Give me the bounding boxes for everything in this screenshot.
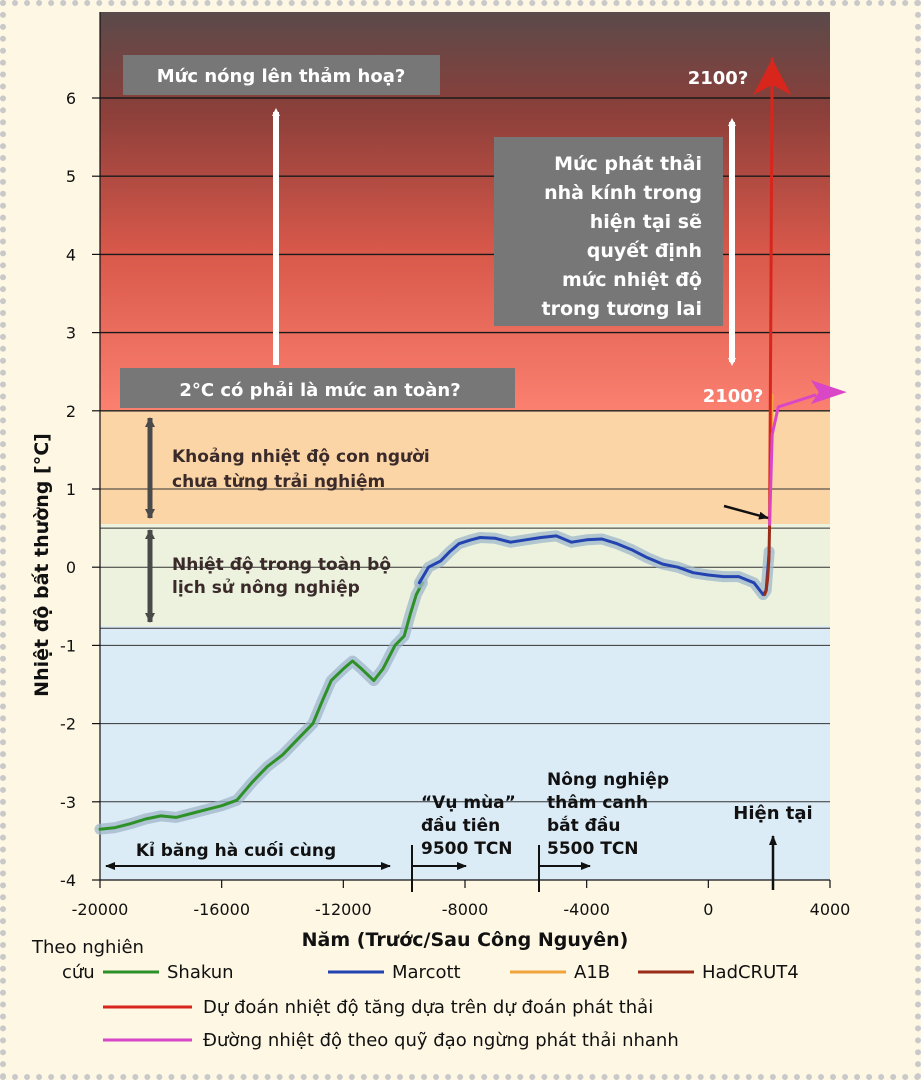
series-line-0 (98, 581, 424, 831)
intensive-text-line: bắt đầu (547, 815, 620, 836)
x-tick-label: -4000 (563, 900, 610, 919)
agri-text-line: lịch sử nông nghiệp (172, 578, 360, 598)
emissions-text: Mức phát thải nhà kính trong hiện tại sẽ qu… (542, 153, 703, 320)
x-tick-label: 4000 (810, 900, 851, 919)
agri-text-line: Nhiệt độ trong toàn bộ (172, 555, 391, 575)
year-2100-bottom: 2100? (703, 386, 764, 407)
ice-age-label: Kỉ băng hà cuối cùng (136, 840, 336, 861)
y-tick-label: -4 (60, 871, 76, 890)
never-experienced-label: Khoảng nhiệt độ con người chưa từng trải … (172, 447, 430, 492)
series-line-4 (768, 57, 774, 522)
rapid-stop-arrowhead (810, 380, 847, 405)
intensive-agri-label: Nông nghiệp thâm canh bắt đầu 5500 TCN (547, 770, 669, 859)
emissions-box (494, 137, 723, 326)
y-tick-label: 3 (66, 324, 76, 343)
agri-history-label: Nhiệt độ trong toàn bộ lịch sử nông nghiệ… (172, 555, 391, 598)
y-tick-label: 1 (66, 480, 76, 499)
legend: Theo nghiên cứu Shakun Marcott A1B HadCRUT4 Dự… (31, 937, 799, 1051)
y-axis-title: Nhiệt độ bất thường [°C] (30, 433, 53, 697)
y-tick-label: 6 (66, 89, 76, 108)
y-tick-label: 2 (66, 402, 76, 421)
first-harvest-label: “Vụ mùa” đầu tiên 9500 TCN (421, 793, 516, 859)
emissions-text-line: Mức phát thải (554, 153, 702, 175)
emissions-text-line: trong tương lai (542, 298, 703, 320)
emissions-text-line: hiện tại sẽ (590, 211, 702, 233)
intensive-text-line: thâm canh (547, 793, 648, 813)
emissions-text-line: nhà kính trong (544, 182, 702, 204)
series-line-1 (417, 534, 771, 597)
projection-arrowhead (753, 58, 792, 95)
series-line-5 (768, 393, 817, 526)
legend-item-shakun: Shakun (167, 962, 234, 983)
x-tick-label: -20000 (72, 900, 129, 919)
x-tick-label: -12000 (315, 900, 372, 919)
legend-item-a1b: A1B (574, 962, 610, 983)
y-tick-label: 0 (66, 558, 76, 577)
present-label: Hiện tại (733, 803, 812, 824)
catastrophic-label-box (123, 55, 440, 95)
never-text-line: Khoảng nhiệt độ con người (172, 447, 430, 467)
legend-item-hadcrut4: HadCRUT4 (702, 962, 799, 983)
x-axis-title: Năm (Trước/Sau Công Nguyên) (302, 929, 629, 951)
harvest-text-line: đầu tiên (421, 815, 500, 836)
y-tick-label: -1 (60, 636, 76, 655)
series-line-2 (763, 522, 772, 597)
harvest-text-line: “Vụ mùa” (421, 793, 516, 813)
year-2100-top: 2100? (688, 68, 749, 89)
legend-by-study-label: Theo nghiên (31, 937, 144, 958)
band-ice-age (100, 626, 830, 880)
band-never-experienced (100, 410, 830, 524)
safe-question-box (120, 368, 515, 408)
intensive-text-line: Nông nghiệp (547, 770, 669, 790)
intensive-text-line: 5500 TCN (547, 839, 639, 859)
legend-item-marcott: Marcott (392, 962, 461, 983)
emissions-text-line: quyết định (587, 239, 702, 262)
safe-question-label: 2°C có phải là mức an toàn? (179, 380, 460, 401)
series-layer (94, 57, 847, 835)
legend-projection-label: Dự đoán nhiệt độ tăng dựa trên dự đoán p… (203, 997, 653, 1018)
x-tick-label: 0 (703, 900, 713, 919)
legend-by-study-label: cứu (62, 962, 95, 983)
emissions-text-line: mức nhiệt độ (562, 269, 702, 291)
x-tick-label: -8000 (442, 900, 489, 919)
y-tick-label: 5 (66, 167, 76, 186)
y-tick-label: 4 (66, 245, 76, 264)
x-tick-label: -16000 (193, 900, 250, 919)
legend-rapid-stop-label: Đường nhiệt độ theo quỹ đạo ngừng phát t… (203, 1030, 679, 1051)
y-ticks: -4 -3 -2 -1 0 1 2 3 4 5 6 (60, 89, 100, 890)
harvest-text-line: 9500 TCN (421, 839, 513, 859)
y-tick-label: -2 (60, 715, 76, 734)
catastrophic-label: Mức nóng lên thảm hoạ? (157, 66, 406, 87)
y-tick-label: -3 (60, 793, 76, 812)
never-text-line: chưa từng trải nghiệm (172, 472, 385, 492)
present-pointer-arrow (723, 504, 769, 520)
x-ticks: -20000 -16000 -12000 -8000 -4000 0 4000 (72, 880, 851, 919)
